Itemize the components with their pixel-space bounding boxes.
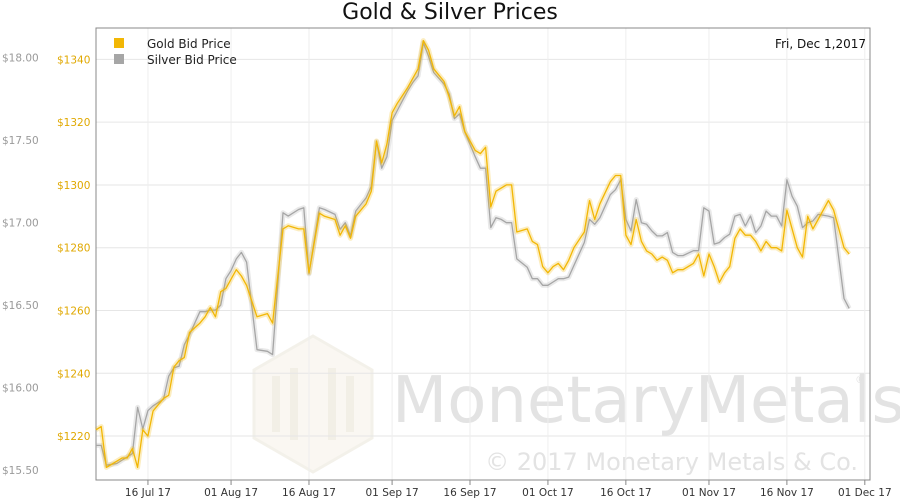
- x-axis-ticks: 16 Jul 17 01 Aug 17 16 Aug 17 01 Sep 17 16 S…: [125, 480, 892, 499]
- inner-tick-label: $1220: [57, 431, 90, 443]
- x-tick-label: 01 Aug 17: [204, 487, 258, 499]
- date-label: Fri, Dec 1,2017: [775, 37, 866, 51]
- x-tick-label: 16 Aug 17: [282, 487, 336, 499]
- x-tick-label: 01 Dec 17: [838, 487, 892, 499]
- legend-silver-swatch: [114, 54, 124, 64]
- silver-series-line: [96, 42, 850, 466]
- series-layer: [94, 38, 852, 470]
- inner-tick-label: $1240: [57, 368, 90, 380]
- watermark-copyright: © 2017 Monetary Metals & Co.: [485, 448, 858, 476]
- horizontal-gridlines: [96, 58, 870, 437]
- watermark-brand: MonetaryMetals: [392, 364, 900, 438]
- left-tick-label: $16.50: [2, 300, 39, 312]
- inner-tick-label: $1260: [57, 306, 90, 318]
- legend: Gold Bid Price Silver Bid Price: [114, 37, 237, 67]
- left-tick-label: $17.00: [2, 218, 39, 230]
- inner-tick-label: $1340: [57, 54, 90, 66]
- x-tick-label: 16 Oct 17: [600, 487, 652, 499]
- x-tick-label: 01 Nov 17: [682, 487, 736, 499]
- legend-item-silver[interactable]: Silver Bid Price: [114, 53, 237, 67]
- inner-axis-ticks: $1220 $1240 $1260 $1280 $1300 $1320 $1340: [57, 54, 90, 443]
- left-axis-ticks: $15.50 $16.00 $16.50 $17.00 $17.50 $18.00: [2, 53, 39, 477]
- x-tick-label: 16 Nov 17: [760, 487, 814, 499]
- x-tick-label: 01 Sep 17: [366, 487, 419, 499]
- chart-title: Gold & Silver Prices: [342, 0, 558, 25]
- left-tick-label: $16.00: [2, 383, 39, 395]
- inner-tick-label: $1300: [57, 180, 90, 192]
- legend-item-gold[interactable]: Gold Bid Price: [114, 37, 231, 51]
- legend-silver-label: Silver Bid Price: [147, 53, 237, 67]
- left-tick-label: $17.50: [2, 135, 39, 147]
- vertical-gridlines: [147, 28, 866, 480]
- watermark-registered: ®: [855, 373, 866, 386]
- x-tick-label: 01 Oct 17: [522, 487, 574, 499]
- legend-gold-label: Gold Bid Price: [147, 37, 231, 51]
- left-tick-label: $18.00: [2, 53, 39, 65]
- inner-tick-label: $1280: [57, 243, 90, 255]
- x-tick-label: 16 Sep 17: [443, 487, 496, 499]
- watermark-logo-icon: [252, 334, 374, 474]
- watermark: MonetaryMetals ® © 2017 Monetary Metals …: [252, 334, 900, 476]
- inner-tick-label: $1320: [57, 117, 90, 129]
- left-tick-label: $15.50: [2, 465, 39, 477]
- legend-gold-swatch: [114, 38, 124, 48]
- gold-series-line: [95, 39, 850, 469]
- plot-frame: [95, 27, 871, 481]
- x-tick-label: 16 Jul 17: [125, 487, 171, 499]
